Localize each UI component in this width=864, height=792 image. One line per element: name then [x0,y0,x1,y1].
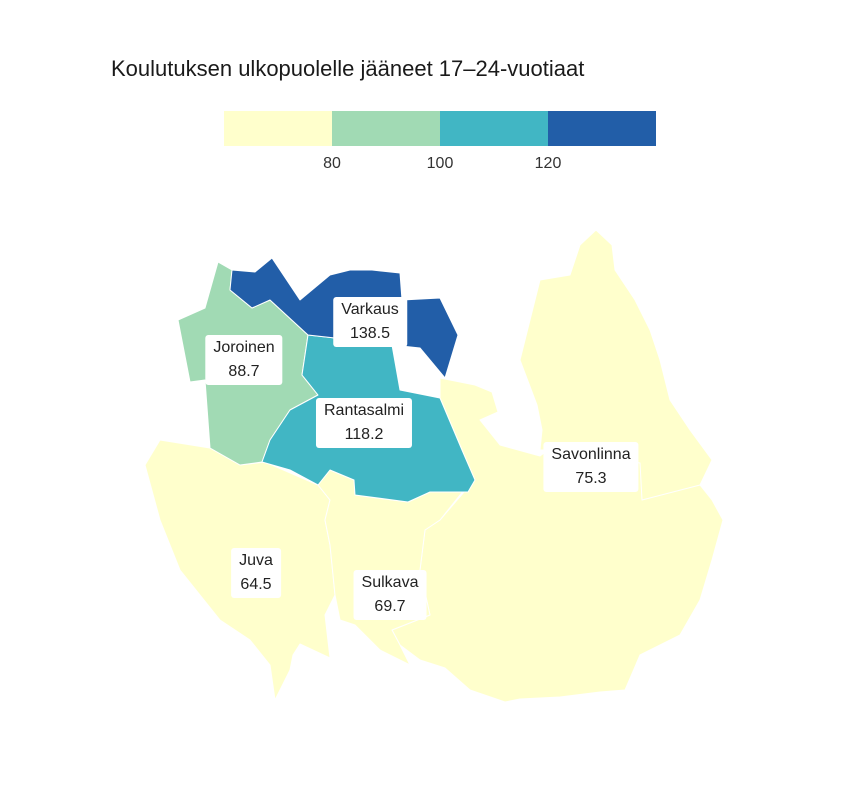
legend-swatch-4 [548,111,656,146]
region-name: Varkaus [341,301,399,318]
color-legend [224,111,656,146]
legend-tick-120: 120 [534,155,562,172]
map-title: Koulutuksen ulkopuolelle jääneet 17–24-v… [111,56,585,81]
region-value: 88.7 [228,363,260,380]
region-name: Rantasalmi [323,402,405,419]
region-label-rantasalmi: Rantasalmi 118.2 [315,398,413,448]
region-name: Savonlinna [551,446,631,463]
region-label-varkaus: Varkaus 138.5 [333,297,407,347]
legend-swatch-1 [224,111,332,146]
region-label-sulkava: Sulkava 69.7 [353,570,427,620]
region-name: Sulkava [361,574,419,591]
region-value: 75.3 [575,470,607,487]
legend-swatch-3 [440,111,548,146]
region-value: 138.5 [349,325,391,342]
region-value: 64.5 [240,576,272,593]
region-label-juva: Juva 64.5 [231,548,281,598]
region-value: 69.7 [374,598,406,615]
legend-tick-80: 80 [323,155,341,172]
region-name: Joroinen [213,339,275,356]
region-label-joroinen: Joroinen 88.7 [205,335,283,385]
region-value: 118.2 [344,426,384,443]
region-label-savonlinna: Savonlinna 75.3 [543,442,639,492]
legend-tick-100: 100 [426,155,454,172]
legend-swatch-2 [332,111,440,146]
region-name: Juva [239,552,273,569]
